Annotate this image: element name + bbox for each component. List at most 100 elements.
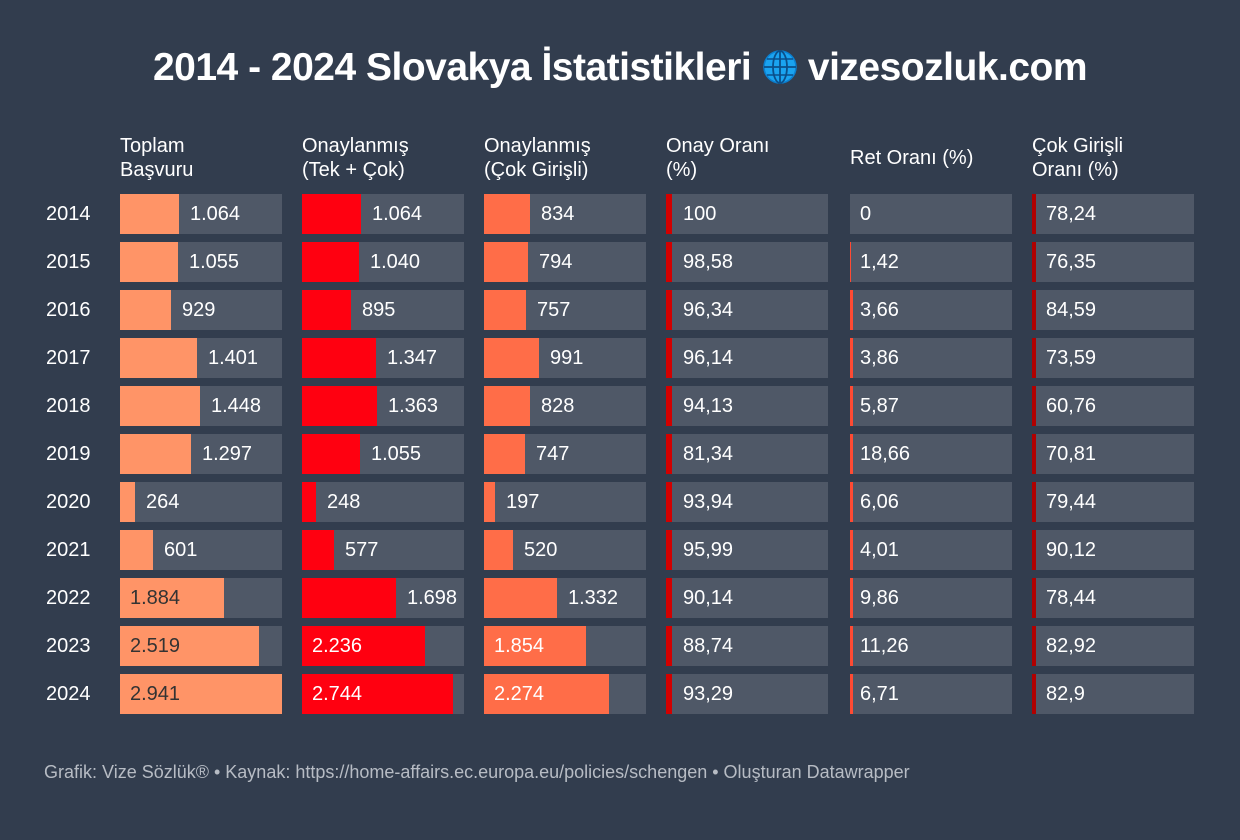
value-label-ret_orani: 0 <box>860 203 872 225</box>
value-label-onay_orani: 81,34 <box>683 443 734 465</box>
cell-ret_orani: 3,86 <box>850 338 1012 378</box>
globe-icon <box>762 50 797 84</box>
row-year-label: 2024 <box>46 683 91 705</box>
value-label-onay_orani: 93,94 <box>683 491 734 513</box>
value-label-onay_cok: 1.332 <box>568 587 619 609</box>
bar-toplam <box>120 242 178 282</box>
title-text: 2014 - 2024 Slovakya İstatistikleri <box>152 46 752 89</box>
value-label-onay_tek_cok: 1.363 <box>388 395 439 417</box>
value-label-ret_orani: 3,86 <box>860 347 899 369</box>
bar-cok_orani <box>1032 482 1036 522</box>
cell-onay_cok: 794 <box>484 242 646 282</box>
value-label-ret_orani: 1,42 <box>860 251 899 273</box>
bar-ret_orani <box>850 386 853 426</box>
bar-cok_orani <box>1032 578 1036 618</box>
cell-onay_cok: 828 <box>484 386 646 426</box>
header-line: Ret Oranı (%) <box>850 147 974 169</box>
cell-toplam: 1.401 <box>120 338 282 378</box>
title-site: vizesozluk.com <box>807 46 1088 89</box>
value-label-onay_orani: 90,14 <box>683 587 734 609</box>
bar-cok_orani <box>1032 626 1036 666</box>
bar-onay_tek_cok <box>302 386 377 426</box>
cell-ret_orani: 6,71 <box>850 674 1012 714</box>
bar-onay_tek_cok <box>302 434 360 474</box>
column-header-onay_tek_cok: Onaylanmış (Tek + Çok) <box>302 134 409 182</box>
bar-onay_cok <box>484 194 530 234</box>
value-label-onay_tek_cok: 1.055 <box>371 443 422 465</box>
value-label-cok_orani: 78,44 <box>1046 587 1097 609</box>
bar-onay_cok <box>484 242 528 282</box>
bar-cok_orani <box>1032 194 1036 234</box>
cell-cok_orani: 82,9 <box>1032 674 1194 714</box>
value-label-ret_orani: 6,06 <box>860 491 899 513</box>
value-label-ret_orani: 3,66 <box>860 299 899 321</box>
cell-onay_tek_cok: 248 <box>302 482 464 522</box>
cell-cok_orani: 78,44 <box>1032 578 1194 618</box>
value-label-onay_tek_cok: 1.698 <box>407 587 458 609</box>
row-year-label: 2021 <box>46 539 91 561</box>
value-label-onay_orani: 88,74 <box>683 635 734 657</box>
bar-onay_tek_cok <box>302 194 361 234</box>
value-label-onay_orani: 100 <box>683 203 717 225</box>
bar-onay_orani <box>666 194 672 234</box>
value-label-cok_orani: 76,35 <box>1046 251 1097 273</box>
bar-toplam <box>120 194 179 234</box>
header-line: (Tek + Çok) <box>302 159 405 181</box>
bar-onay_cok <box>484 290 526 330</box>
bar-ret_orani <box>850 482 853 522</box>
row-year-label: 2017 <box>46 347 91 369</box>
cell-onay_orani: 93,94 <box>666 482 828 522</box>
chart-title: 2014 - 2024 Slovakya İstatistikleri vize… <box>0 46 1240 90</box>
cell-toplam: 1.055 <box>120 242 282 282</box>
value-label-onay_tek_cok: 248 <box>327 491 361 513</box>
bar-onay_tek_cok <box>302 482 316 522</box>
cell-onay_orani: 88,74 <box>666 626 828 666</box>
bar-onay_orani <box>666 578 672 618</box>
value-label-onay_tek_cok: 1.064 <box>372 203 423 225</box>
cell-ret_orani: 1,42 <box>850 242 1012 282</box>
row-year-label: 2023 <box>46 635 91 657</box>
column-header-onay_cok: Onaylanmış (Çok Girişli) <box>484 134 591 182</box>
cell-onay_orani: 95,99 <box>666 530 828 570</box>
bar-ret_orani <box>850 338 853 378</box>
bar-onay_cok <box>484 530 513 570</box>
cell-ret_orani: 0 <box>850 194 1012 234</box>
cell-cok_orani: 70,81 <box>1032 434 1194 474</box>
value-label-ret_orani: 9,86 <box>860 587 899 609</box>
row-year-label: 2019 <box>46 443 91 465</box>
cell-cok_orani: 76,35 <box>1032 242 1194 282</box>
cell-ret_orani: 5,87 <box>850 386 1012 426</box>
header-line: Toplam <box>120 135 185 157</box>
cell-onay_tek_cok: 895 <box>302 290 464 330</box>
column-header-toplam: Toplam Başvuru <box>120 134 193 182</box>
value-label-cok_orani: 73,59 <box>1046 347 1097 369</box>
column-header-cok_orani: Çok Girişli Oranı (%) <box>1032 134 1123 182</box>
value-label-toplam: 1.055 <box>189 251 240 273</box>
column-header-onay_orani: Onay Oranı (%) <box>666 134 769 182</box>
bar-cok_orani <box>1032 338 1036 378</box>
bar-onay_cok <box>484 578 557 618</box>
bar-cok_orani <box>1032 290 1036 330</box>
bar-onay_tek_cok <box>302 338 376 378</box>
footer-source: Grafik: Vize Sözlük® • Kaynak: https://h… <box>44 762 910 782</box>
value-label-onay_cok: 747 <box>536 443 570 465</box>
row-year-label: 2016 <box>46 299 91 321</box>
bar-toplam <box>120 290 171 330</box>
value-label-ret_orani: 18,66 <box>860 443 911 465</box>
value-label-toplam: 929 <box>182 299 216 321</box>
row-year-label: 2014 <box>46 203 91 225</box>
cell-cok_orani: 79,44 <box>1032 482 1194 522</box>
cell-onay_cok: 747 <box>484 434 646 474</box>
value-label-onay_cok: 1.854 <box>494 635 545 657</box>
value-label-ret_orani: 4,01 <box>860 539 899 561</box>
cell-cok_orani: 73,59 <box>1032 338 1194 378</box>
cell-onay_tek_cok: 1.363 <box>302 386 464 426</box>
bar-onay_tek_cok <box>302 242 359 282</box>
bar-cok_orani <box>1032 386 1036 426</box>
value-label-onay_orani: 96,14 <box>683 347 734 369</box>
cell-onay_orani: 96,14 <box>666 338 828 378</box>
value-label-toplam: 601 <box>164 539 198 561</box>
cell-cok_orani: 84,59 <box>1032 290 1194 330</box>
bar-ret_orani <box>850 242 851 282</box>
value-label-cok_orani: 60,76 <box>1046 395 1097 417</box>
